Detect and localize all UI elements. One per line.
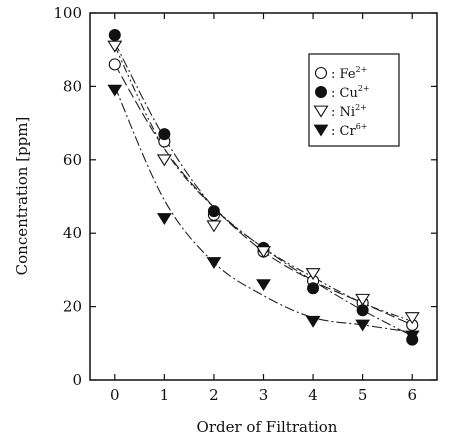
point-cr: [256, 279, 271, 292]
point-cr: [206, 257, 222, 270]
legend-marker-ni: [313, 105, 329, 118]
legend-label-cr: : Cr6+: [331, 122, 367, 139]
y-tick-label: 80: [63, 77, 82, 95]
legend: : Fe2+: Cu2+: Ni2+: Cr6+: [308, 53, 400, 147]
legend-charge: 2+: [355, 103, 367, 112]
x-tick-label: 4: [308, 386, 318, 404]
data-points: [107, 29, 420, 346]
legend-separator: :: [331, 124, 340, 139]
point-fe: [108, 58, 121, 71]
legend-marker-fe: [314, 66, 328, 80]
point-cr: [404, 330, 420, 343]
x-tick-label: 6: [407, 386, 417, 404]
point-cu: [356, 304, 369, 317]
point-cu: [207, 205, 220, 218]
legend-ion: Ni: [340, 105, 356, 120]
y-tick-label: 100: [53, 4, 82, 22]
legend-marker-cr: [313, 124, 329, 137]
point-cu: [158, 128, 171, 141]
point-ni: [206, 220, 222, 233]
legend-charge: 6+: [356, 122, 368, 131]
y-tick-label: 60: [63, 151, 82, 169]
y-axis-title: Concentration [ppm]: [13, 117, 31, 276]
legend-label-cu: : Cu2+: [331, 84, 370, 101]
legend-ion: Cr: [340, 124, 357, 139]
legend-label-ni: : Ni2+: [331, 103, 367, 120]
x-tick-label: 5: [358, 386, 368, 404]
x-tick-label: 1: [160, 386, 170, 404]
x-tick-label: 2: [209, 386, 219, 404]
point-ni: [305, 268, 321, 281]
legend-separator: :: [331, 105, 340, 120]
legend-ion: Cu: [340, 86, 358, 101]
legend-separator: :: [331, 86, 340, 101]
point-cr: [355, 319, 371, 332]
legend-charge: 2+: [358, 84, 370, 93]
point-ni: [256, 246, 271, 259]
legend-marker-cu: [315, 86, 327, 98]
y-tick-label: 20: [63, 298, 82, 316]
point-cr: [156, 213, 172, 225]
y-tick-label: 40: [63, 224, 82, 242]
x-tick-label: 0: [110, 386, 120, 404]
point-cu: [307, 282, 320, 295]
legend-ion: Fe: [340, 67, 356, 82]
point-cr: [107, 84, 123, 97]
legend-separator: :: [331, 67, 340, 82]
point-ni: [404, 312, 420, 325]
y-tick-label: 0: [72, 371, 82, 389]
legend-charge: 2+: [356, 65, 368, 74]
point-ni: [156, 154, 172, 167]
legend-label-fe: : Fe2+: [331, 65, 367, 82]
point-ni: [107, 40, 123, 53]
point-ni: [355, 293, 371, 306]
point-cr: [305, 315, 321, 328]
x-axis-title: Order of Filtration: [197, 418, 338, 436]
point-cu: [108, 29, 121, 42]
x-tick-label: 3: [259, 386, 269, 404]
